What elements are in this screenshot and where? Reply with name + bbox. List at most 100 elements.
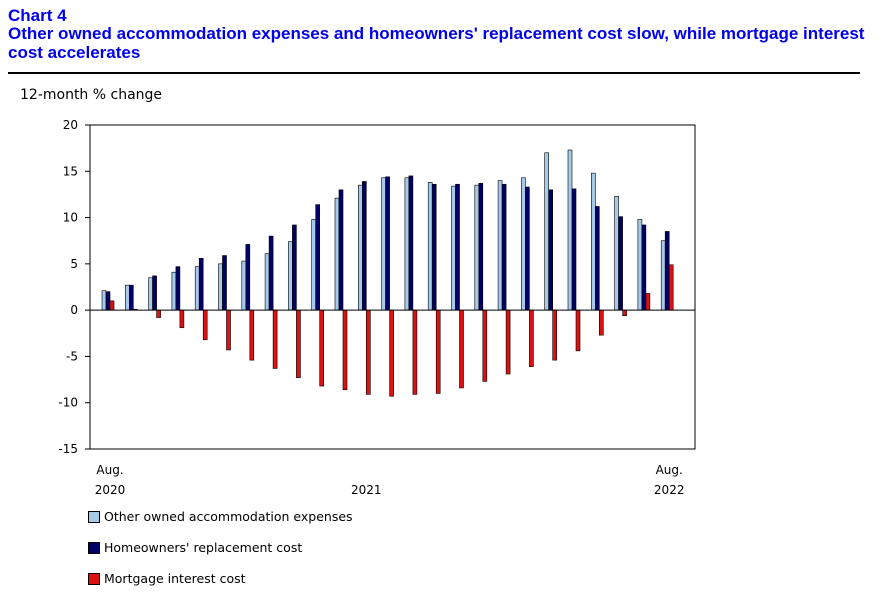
- bar-mortgage-interest: [529, 309, 534, 367]
- bar-replacement-cost: [431, 183, 437, 311]
- bar-other-owned: [218, 263, 223, 311]
- bar-replacement-cost: [245, 244, 251, 311]
- title-divider: [8, 72, 860, 74]
- bar-replacement-cost: [501, 183, 507, 311]
- bar-other-owned: [614, 195, 619, 311]
- bar-replacement-cost: [641, 224, 647, 311]
- bar-other-owned: [451, 185, 456, 311]
- bar-other-owned: [357, 184, 363, 311]
- bar-replacement-cost: [105, 291, 111, 311]
- y-tick-label: -10: [58, 396, 78, 410]
- plot-frame: [89, 124, 696, 450]
- bar-replacement-cost: [455, 183, 460, 311]
- y-tick-label: 15: [63, 164, 78, 178]
- bar-replacement-cost: [525, 186, 530, 311]
- bar-replacement-cost: [222, 255, 227, 311]
- bar-replacement-cost: [198, 258, 204, 311]
- bar-mortgage-interest: [575, 309, 581, 352]
- bar-mortgage-interest: [296, 309, 301, 379]
- bar-mortgage-interest: [622, 309, 627, 316]
- bar-replacement-cost: [129, 284, 134, 311]
- x-tick-label: 2022: [654, 483, 685, 497]
- bar-other-owned: [521, 177, 526, 311]
- y-tick-label: 10: [63, 211, 78, 225]
- bar-other-owned: [637, 219, 643, 311]
- bar-replacement-cost: [571, 188, 577, 311]
- bar-replacement-cost: [664, 231, 670, 311]
- bar-other-owned: [288, 241, 293, 311]
- bar-mortgage-interest: [179, 309, 185, 329]
- legend-label-other-owned: Other owned accommodation expenses: [104, 509, 353, 524]
- bar-mortgage-interest: [645, 293, 651, 311]
- bar-mortgage-interest: [505, 309, 511, 375]
- bar-other-owned: [311, 219, 317, 311]
- legend-label-mortgage-interest: Mortgage interest cost: [104, 571, 246, 586]
- bar-mortgage-interest: [272, 309, 278, 369]
- bar-mortgage-interest: [668, 264, 674, 311]
- bar-mortgage-interest: [319, 309, 325, 387]
- bar-mortgage-interest: [435, 309, 441, 394]
- bar-mortgage-interest: [365, 309, 371, 395]
- bar-replacement-cost: [292, 224, 297, 311]
- bar-other-owned: [194, 266, 200, 311]
- bar-mortgage-interest: [389, 309, 394, 397]
- bar-replacement-cost: [478, 183, 484, 311]
- bar-other-owned: [241, 260, 247, 311]
- bar-mortgage-interest: [226, 309, 231, 351]
- chart-number: Chart 4: [8, 6, 67, 25]
- bar-mortgage-interest: [342, 309, 348, 391]
- legend-item-other-owned: Other owned accommodation expenses: [88, 508, 353, 524]
- bar-replacement-cost: [338, 189, 344, 311]
- bar-other-owned: [381, 177, 386, 311]
- bar-mortgage-interest: [412, 309, 418, 395]
- bar-replacement-cost: [408, 175, 414, 311]
- y-tick-label: 5: [70, 257, 78, 271]
- bar-chart: 12-month % change 20 15 10 5 0 -5 -10 -15 Aug. 202…: [20, 87, 696, 497]
- x-tick-label: 2020: [95, 483, 126, 497]
- legend-swatch-mortgage-interest: [88, 572, 100, 585]
- bar-replacement-cost: [268, 235, 274, 311]
- bar-mortgage-interest: [459, 309, 464, 389]
- bar-replacement-cost: [315, 204, 321, 311]
- bar-mortgage-interest: [598, 309, 604, 336]
- bar-replacement-cost: [175, 266, 181, 311]
- legend-swatch-other-owned: [88, 510, 100, 523]
- bar-other-owned: [404, 177, 410, 311]
- bar-other-owned: [427, 182, 433, 311]
- bar-mortgage-interest: [552, 309, 558, 361]
- bar-other-owned: [474, 184, 480, 311]
- bar-replacement-cost: [361, 181, 367, 311]
- bar-mortgage-interest: [109, 300, 115, 311]
- x-tick-label: 2021: [351, 483, 382, 497]
- bar-other-owned: [264, 253, 270, 311]
- bar-other-owned: [101, 290, 107, 311]
- bar-replacement-cost: [152, 275, 157, 311]
- bar-mortgage-interest: [249, 309, 255, 361]
- legend-item-replacement-cost: Homeowners' replacement cost: [88, 539, 302, 555]
- bar-other-owned: [171, 271, 177, 311]
- x-tick-label: Aug.: [656, 463, 683, 477]
- bar-other-owned: [590, 172, 596, 311]
- bar-replacement-cost: [385, 176, 390, 311]
- y-tick-label: 0: [70, 303, 78, 317]
- bar-other-owned: [497, 180, 503, 311]
- bar-other-owned: [660, 240, 666, 311]
- x-tick-label: Aug.: [96, 463, 123, 477]
- bar-other-owned: [125, 284, 130, 311]
- chart-title: Other owned accommodation expenses and h…: [8, 24, 865, 62]
- legend-label-replacement-cost: Homeowners' replacement cost: [104, 540, 303, 555]
- y-tick-label: -5: [66, 349, 78, 363]
- bar-other-owned: [544, 152, 550, 311]
- bar-replacement-cost: [618, 216, 623, 311]
- y-tick-label: -15: [58, 442, 78, 456]
- y-tick-label: 20: [63, 118, 78, 132]
- bar-mortgage-interest: [482, 309, 488, 382]
- legend-swatch-replacement-cost: [88, 541, 100, 554]
- bar-mortgage-interest: [156, 309, 161, 318]
- bar-other-owned: [148, 277, 153, 311]
- bar-other-owned: [334, 197, 340, 311]
- bar-other-owned: [567, 149, 573, 311]
- bar-replacement-cost: [548, 189, 554, 311]
- legend-item-mortgage-interest: Mortgage interest cost: [88, 570, 246, 586]
- bar-replacement-cost: [594, 206, 600, 311]
